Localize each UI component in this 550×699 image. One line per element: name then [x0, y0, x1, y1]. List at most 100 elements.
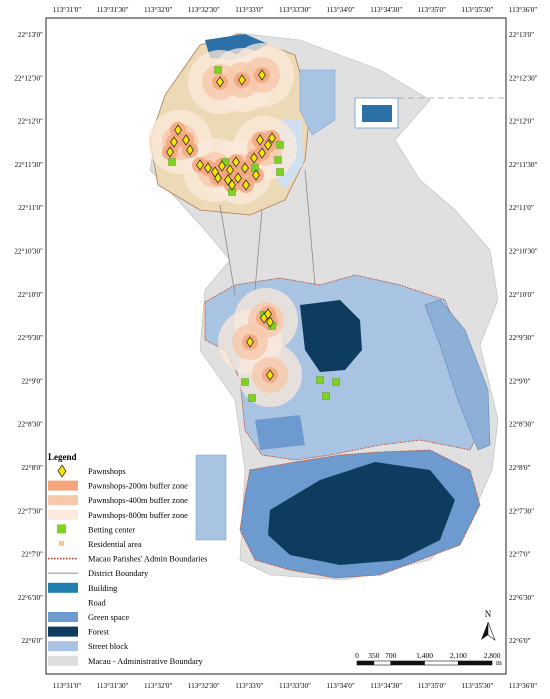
- latitude-tick-right: 22°13'0": [509, 31, 534, 39]
- scale-bar-segment: [390, 660, 425, 666]
- latitude-tick-left: 22°7'0": [22, 551, 44, 559]
- pawnshop-marker: [266, 316, 274, 328]
- longitude-tick-bottom: 113°36'0": [509, 682, 537, 690]
- legend-item-label: Residential area: [88, 540, 142, 549]
- pawnshop-marker: [258, 147, 266, 159]
- scale-bar-label: 350: [368, 651, 380, 660]
- longitude-tick-bottom: 113°32'0": [144, 682, 172, 690]
- legend-item-label: Macao Parishes' Admin Boundaries: [88, 555, 207, 564]
- scale-bar-label: 1,400: [416, 651, 433, 660]
- legend-swatch: [48, 626, 78, 637]
- latitude-tick-right: 22°6'30": [509, 594, 534, 602]
- legend-swatch: [48, 495, 78, 506]
- legend-item: Forest: [48, 626, 110, 637]
- pawnshop-marker: [264, 139, 272, 151]
- pawnshop-marker: [228, 179, 236, 191]
- legend-item-label: Building: [88, 584, 118, 593]
- latitude-tick-left: 22°9'0": [22, 377, 44, 385]
- latitude-tick-left: 22°13'0": [18, 31, 43, 39]
- latitude-tick-right: 22°11'30": [509, 161, 537, 169]
- legend-item-label: Road: [88, 598, 106, 607]
- longitude-tick-bottom: 113°33'0": [235, 682, 263, 690]
- longitude-tick-bottom: 113°31'30": [97, 682, 129, 690]
- betting-center-marker: [251, 164, 259, 172]
- legend-item: Macao Parishes' Admin Boundaries: [48, 555, 207, 564]
- betting-center-marker: [276, 168, 284, 176]
- longitude-tick-top: 113°35'0": [418, 6, 446, 14]
- latitude-tick-right: 22°7'30": [509, 507, 534, 515]
- longitude-tick-bottom: 113°34'30": [370, 682, 402, 690]
- pawnshop-marker: [186, 144, 194, 156]
- pawnshop-marker: [204, 162, 212, 174]
- pawnshop-marker: [256, 134, 264, 146]
- latitude-tick-right: 22°8'0": [509, 464, 531, 472]
- legend-swatch: [48, 597, 78, 608]
- pawnshops: [166, 69, 276, 381]
- legend-item-label: Pawnshops: [88, 467, 126, 476]
- latitude-tick-right: 22°12'0": [509, 118, 534, 126]
- longitude-tick-top: 113°31'30": [97, 6, 129, 14]
- pawnshop-marker: [166, 146, 174, 158]
- latitude-tick-right: 22°12'30": [509, 74, 538, 82]
- pawnshop-marker: [224, 174, 232, 186]
- coloane-forest: [268, 462, 455, 565]
- latitude-tick-left: 22°9'30": [18, 334, 43, 342]
- scale-bar-segment: [457, 660, 493, 666]
- legend-swatch: [48, 509, 78, 520]
- scale-bar-unit: m: [496, 658, 502, 667]
- legend-item-label: Street block: [88, 642, 129, 651]
- legend-item: Betting center: [57, 524, 135, 534]
- legend-item-label: Forest: [88, 628, 110, 637]
- legend-swatch: [48, 612, 78, 622]
- latitude-tick-right: 22°9'0": [509, 377, 531, 385]
- latitude-tick-left: 22°8'0": [22, 464, 44, 472]
- scale-bar-label: 2,800: [484, 651, 501, 660]
- scale-bar-segment: [356, 660, 375, 666]
- legend-item: Pawnshops-400m buffer zone: [48, 495, 188, 506]
- betting-center-marker: [214, 66, 222, 74]
- longitude-tick-bottom: 113°35'30": [461, 682, 493, 690]
- pawnshop-marker: [182, 134, 190, 146]
- pawnshop-marker: [214, 172, 222, 184]
- longitude-tick-top: 113°35'30": [461, 6, 493, 14]
- longitude-tick-top: 113°34'0": [326, 6, 354, 14]
- legend-pawnshop-symbol: [57, 464, 67, 478]
- betting-center-marker: [241, 378, 249, 386]
- pawnshop-marker: [170, 136, 178, 148]
- legend-swatch: [48, 655, 78, 666]
- north-arrow-label: N: [485, 609, 492, 619]
- outer-harbour-block: [299, 69, 336, 136]
- betting-center-marker: [316, 376, 324, 384]
- latitude-tick-right: 22°7'0": [509, 551, 531, 559]
- scale-bar-label: 2,100: [450, 651, 467, 660]
- legend-item: Residential area: [59, 540, 142, 549]
- longitude-tick-top: 113°31'0": [53, 6, 81, 14]
- legend-item: Pawnshops-200m buffer zone: [48, 480, 188, 491]
- legend-item-label: Pawnshops-200m buffer zone: [88, 482, 188, 491]
- pawnshop-marker: [258, 69, 266, 81]
- airport-runway: [424, 299, 491, 451]
- pawnshop-marker: [242, 179, 250, 191]
- pawnshop-marker: [196, 159, 204, 171]
- legend-item: Macau - Administrative Boundary: [48, 655, 203, 666]
- pawnshop-marker: [216, 76, 224, 88]
- latitude-tick-right: 22°10'0": [509, 291, 534, 299]
- legend-title: Legend: [48, 452, 77, 462]
- betting-center-marker: [276, 141, 284, 149]
- pawnshop-marker: [218, 160, 226, 172]
- latitude-tick-right: 22°6'0": [509, 637, 531, 645]
- latitude-tick-right: 22°10'30": [509, 248, 538, 256]
- longitude-tick-top: 113°36'0": [509, 6, 537, 14]
- pawnshop-marker: [250, 152, 258, 164]
- scale-bar-segment: [373, 660, 392, 666]
- legend-swatch: [48, 480, 78, 491]
- betting-center-marker: [168, 158, 176, 166]
- legend-item: Pawnshops: [57, 464, 126, 478]
- latitude-tick-left: 22°8'30": [18, 421, 43, 429]
- bridge-2: [254, 209, 263, 291]
- longitude-tick-top: 113°33'30": [279, 6, 311, 14]
- latitude-tick-right: 22°8'30": [509, 421, 534, 429]
- longitude-tick-top: 113°34'30": [370, 6, 402, 14]
- legend-item: Green space: [48, 612, 129, 622]
